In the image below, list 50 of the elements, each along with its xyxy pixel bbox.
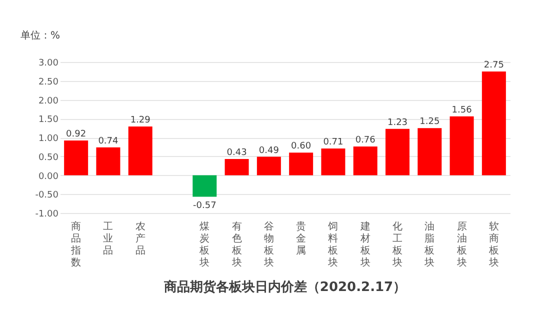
- bar: [128, 126, 152, 176]
- bar: [256, 156, 281, 176]
- data-label: -0.57: [192, 200, 216, 211]
- x-tick-label: 饲料板块: [327, 222, 338, 268]
- y-tick-label: 2.00: [38, 96, 59, 106]
- x-tick-label: 工业品: [103, 222, 114, 256]
- x-tick-label: 贵金属: [296, 220, 306, 256]
- y-tick-label: 1.00: [38, 134, 59, 144]
- data-label: 0.43: [226, 148, 247, 158]
- data-label: 1.29: [130, 116, 151, 126]
- text: 商品期货各板块日内价差（2020.2.17）: [162, 279, 406, 295]
- data-label: 0.92: [66, 130, 86, 140]
- bar: [482, 71, 506, 176]
- x-tick-label: 煤炭板块: [198, 220, 210, 268]
- x-tick-label: 油脂板块: [424, 220, 435, 268]
- y-tick-label: 1.50: [38, 115, 59, 126]
- x-tick-label: 原油板块: [456, 222, 467, 268]
- data-label: 2.75: [484, 60, 504, 70]
- x-tick-label: 建材板块: [359, 220, 370, 268]
- y-axis-title: 单位：%: [20, 30, 60, 42]
- bar: [321, 148, 346, 176]
- y-tick-label: 0.50: [38, 152, 59, 163]
- bar: [386, 128, 410, 176]
- data-label: 0.49: [258, 146, 280, 156]
- bar: [64, 140, 88, 176]
- x-tick-label: 农产品: [135, 222, 146, 256]
- y-tick-label: -0.50: [35, 190, 59, 201]
- bar: [224, 159, 249, 176]
- bar: [418, 128, 442, 176]
- data-label: 1.56: [452, 105, 472, 116]
- bar: [353, 146, 378, 176]
- data-label: 0.71: [323, 137, 344, 148]
- data-label: 1.23: [387, 118, 408, 128]
- x-tick-label: 化工板块: [392, 220, 402, 268]
- data-label: 0.74: [98, 136, 119, 146]
- x-tick-label: 商品指数: [70, 220, 82, 268]
- y-tick-label: 0.00: [38, 172, 59, 182]
- data-label: 0.60: [291, 142, 312, 152]
- bar: [450, 116, 474, 176]
- y-tick-label: 2.50: [38, 77, 59, 88]
- x-tick-label: 有色板块: [230, 220, 242, 268]
- bar: [289, 152, 314, 176]
- x-tick-label: 软商板块: [488, 220, 499, 268]
- y-tick-label: -1.00: [35, 210, 59, 220]
- bar: [192, 175, 217, 197]
- data-label: 0.76: [355, 136, 376, 146]
- data-label: 1.25: [420, 117, 440, 128]
- bar: [96, 147, 120, 176]
- y-tick-label: 3.00: [38, 58, 59, 68]
- x-tick-label: 谷物板块: [262, 220, 274, 268]
